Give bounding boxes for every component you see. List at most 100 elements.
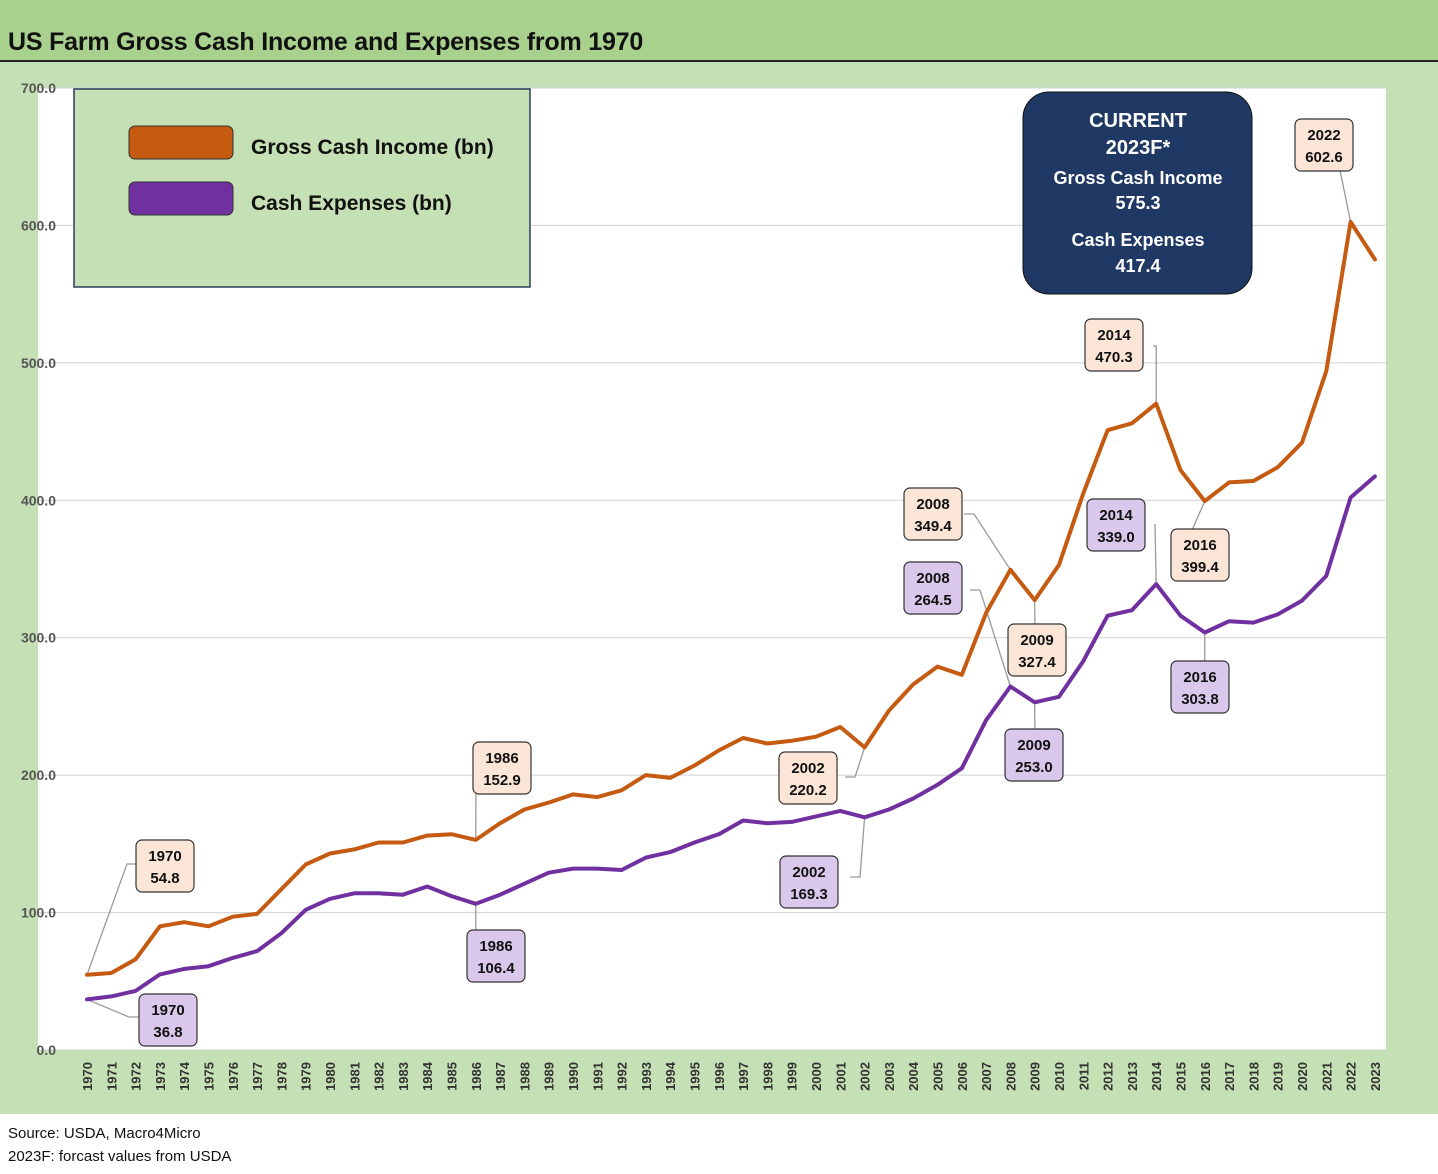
x-tick-label: 2006 [955,1062,970,1091]
data-label-box-expenses-2014 [1086,498,1146,552]
x-tick-label: 2003 [882,1062,897,1091]
data-label-value-income-1970: 54.8 [150,870,179,887]
callout-line2: 2023F* [1106,137,1171,159]
data-label-box-expenses-2002 [779,855,839,909]
data-label-year-income-2008: 2008 [916,496,949,513]
x-tick-label: 1999 [785,1062,800,1091]
data-label-year-income-2022: 2022 [1307,127,1340,144]
data-label-value-expenses-2016: 303.8 [1181,691,1219,708]
x-tick-label: 2023 [1368,1062,1383,1091]
data-label-value-income-2022: 602.6 [1305,149,1343,166]
x-tick-label: 1982 [372,1062,387,1091]
chart-canvas: 0.0 100.0 200.0 300.0 400.0 500.0 600.0 700.0 1… [21,80,1386,1091]
data-label-value-expenses-1970: 36.8 [153,1024,182,1041]
x-tick-label: 1988 [517,1062,532,1091]
expenses-line [85,474,1377,1002]
source-note: Source: USDA, Macro4Micro 2023F: forcast… [8,1122,231,1168]
income-line [85,219,1377,977]
forecast-note: 2023F: forcast values from USDA [8,1148,232,1165]
legend: Gross Cash Income (bn) Cash Expenses (bn… [73,88,531,288]
data-label-value-income-1986: 152.9 [483,772,521,789]
legend-label-expenses: Cash Expenses (bn) [251,192,452,215]
x-tick-label: 1974 [177,1061,192,1091]
x-tick-label: 1998 [760,1062,775,1091]
x-tick-label: 2022 [1344,1062,1359,1091]
x-tick-label: 1978 [274,1062,289,1091]
callout-line5: Cash Expenses [1071,230,1204,250]
leader-line-income-2008 [964,513,1011,571]
x-tick-label: 2012 [1101,1062,1116,1091]
data-label-box-income-2022 [1294,118,1354,172]
data-label-year-expenses-1986: 1986 [479,938,512,955]
x-tick-label: 2001 [833,1062,848,1091]
x-tick-label: 2005 [931,1062,946,1091]
x-tick-label: 2021 [1319,1062,1334,1091]
callout-box [1022,91,1253,295]
x-tick-label: 2002 [858,1062,873,1091]
data-label-box-expenses-2009 [1004,728,1064,782]
x-tick-label: 1997 [736,1062,751,1091]
callout-line6: 417.4 [1115,256,1160,276]
data-label-year-expenses-2008: 2008 [916,570,949,587]
x-tick-label: 2011 [1076,1062,1091,1090]
data-label-box-expenses-1986 [466,929,526,983]
x-tick-label: 1980 [323,1062,338,1091]
y-tick-label: 200.0 [21,767,56,783]
chart-frame: 0.0 100.0 200.0 300.0 400.0 500.0 600.0 700.0 1… [0,62,1438,1114]
leader-line-income-1970 [86,863,137,975]
chart-title: US Farm Gross Cash Income and Expenses f… [8,28,644,56]
source-line: Source: USDA, Macro4Micro [8,1125,201,1142]
data-label-year-income-2016: 2016 [1183,537,1216,554]
title-bar: US Farm Gross Cash Income and Expenses f… [0,0,1438,62]
x-tick-label: 1973 [153,1062,168,1091]
callout-line4: 575.3 [1115,193,1160,213]
data-label-value-income-2008: 349.4 [914,518,952,535]
data-label-year-expenses-2016: 2016 [1183,669,1216,686]
data-label-value-income-2002: 220.2 [789,782,827,799]
x-tick-label: 1990 [566,1062,581,1091]
data-label-year-income-2014: 2014 [1097,327,1131,344]
data-label-box-income-2016 [1170,528,1230,582]
data-label-year-income-1970: 1970 [148,848,181,865]
data-label-value-income-2014: 470.3 [1095,349,1133,366]
leader-line-income-2002 [845,747,866,778]
x-tick-label: 1995 [688,1062,703,1091]
leader-line-expenses-2008 [970,589,1012,687]
data-label-box-expenses-2008 [903,561,963,615]
x-tick-label: 2004 [906,1061,921,1091]
x-tick-label: 1975 [202,1062,217,1091]
data-label-year-income-2009: 2009 [1020,632,1053,649]
data-label-box-expenses-1970 [138,993,198,1047]
y-tick-label: 600.0 [21,217,56,233]
x-tick-label: 1981 [347,1062,362,1091]
leader-line-expenses-1970 [86,998,139,1018]
x-tick-label: 1971 [104,1062,119,1091]
x-tick-label: 1986 [469,1062,484,1091]
data-label-year-expenses-2002: 2002 [792,864,825,881]
data-label-value-expenses-2014: 339.0 [1097,529,1135,546]
x-tick-label: 1991 [590,1062,605,1091]
data-label-year-income-1986: 1986 [485,750,518,767]
data-label-box-income-1970 [135,839,195,893]
y-tick-label: 700.0 [21,80,56,96]
x-tick-label: 1979 [299,1062,314,1091]
y-tick-label: 400.0 [21,492,56,508]
x-tick-label: 1989 [542,1062,557,1091]
x-tick-label: 1987 [493,1062,508,1091]
leader-line-expenses-2014 [1154,523,1157,585]
data-label-box-income-2002 [778,751,838,805]
data-label-value-expenses-2009: 253.0 [1015,759,1053,776]
data-label-value-income-2016: 399.4 [1181,559,1219,576]
y-tick-label: 100.0 [21,905,56,921]
data-labels: 1970 54.8 1986 152.9 2002 220.2 2008 349.4 2009 3… [135,118,1354,1047]
data-label-box-income-2008 [903,487,963,541]
x-tick-label: 2020 [1295,1062,1310,1091]
x-tick-label: 2014 [1149,1061,1164,1091]
data-label-year-expenses-1970: 1970 [151,1002,184,1019]
data-label-box-expenses-2016 [1170,660,1230,714]
x-tick-label: 2016 [1198,1062,1213,1091]
x-tick-label: 1985 [445,1062,460,1091]
x-tick-label: 1977 [250,1062,265,1091]
x-tick-label: 1970 [80,1062,95,1091]
data-label-year-expenses-2009: 2009 [1017,737,1050,754]
